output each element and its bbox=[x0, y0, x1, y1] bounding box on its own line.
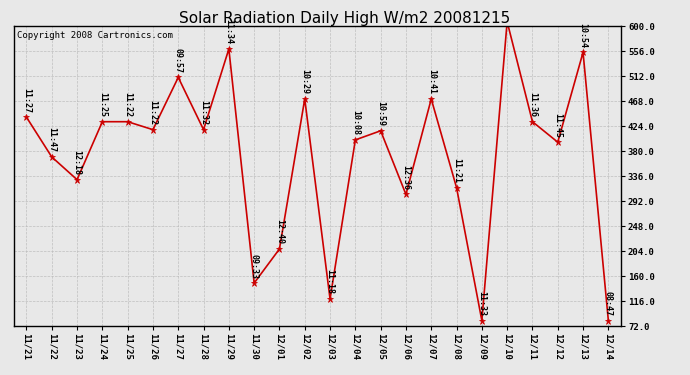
Text: 11:27: 11:27 bbox=[22, 88, 31, 112]
Text: 09:33: 09:33 bbox=[250, 254, 259, 279]
Text: 11:18: 11:18 bbox=[326, 269, 335, 294]
Text: 11:45: 11:45 bbox=[553, 112, 562, 138]
Text: 10:29: 10:29 bbox=[300, 69, 309, 94]
Text: 11:36: 11:36 bbox=[528, 92, 537, 117]
Text: 11:47: 11:47 bbox=[47, 128, 57, 152]
Text: 11:20: 11:20 bbox=[0, 374, 1, 375]
Text: 10:54: 10:54 bbox=[578, 23, 588, 48]
Text: 11:25: 11:25 bbox=[98, 92, 107, 117]
Text: 12:40: 12:40 bbox=[275, 219, 284, 245]
Text: 11:34: 11:34 bbox=[224, 20, 233, 44]
Text: 11:32: 11:32 bbox=[199, 100, 208, 125]
Text: 11:21: 11:21 bbox=[452, 158, 461, 183]
Text: 08:47: 08:47 bbox=[604, 291, 613, 316]
Text: Solar Radiation Daily High W/m2 20081215: Solar Radiation Daily High W/m2 20081215 bbox=[179, 11, 511, 26]
Text: 11:22: 11:22 bbox=[148, 100, 157, 125]
Text: 10:41: 10:41 bbox=[426, 69, 436, 94]
Text: 11:22: 11:22 bbox=[123, 92, 132, 117]
Text: Copyright 2008 Cartronics.com: Copyright 2008 Cartronics.com bbox=[17, 31, 172, 40]
Text: 09:57: 09:57 bbox=[174, 48, 183, 73]
Text: 10:08: 10:08 bbox=[351, 110, 360, 135]
Text: 10:59: 10:59 bbox=[376, 101, 385, 126]
Text: 12:36: 12:36 bbox=[402, 165, 411, 190]
Text: 11:33: 11:33 bbox=[477, 291, 486, 316]
Text: 12:18: 12:18 bbox=[72, 150, 81, 175]
